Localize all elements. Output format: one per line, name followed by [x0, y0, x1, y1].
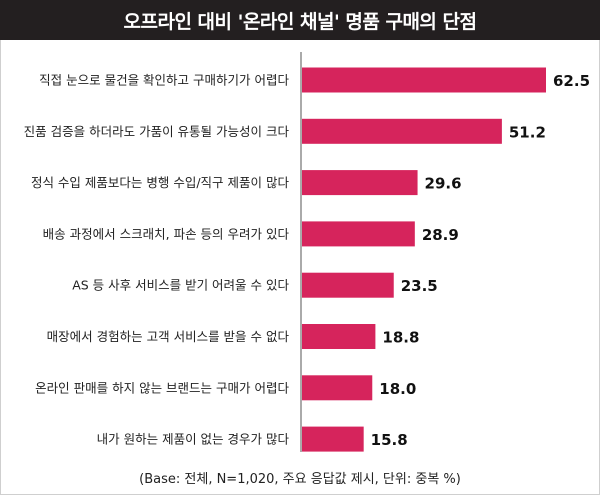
category-label: 온라인 판매를 하지 않는 브랜드는 구매가 어렵다 [35, 380, 289, 395]
chart-title: 오프라인 대비 '온라인 채널' 명품 구매의 단점 [0, 0, 600, 40]
value-label: 15.8 [371, 431, 408, 449]
value-label: 62.5 [553, 72, 590, 90]
category-label: AS 등 사후 서비스를 받기 어려울 수 있다 [72, 278, 289, 293]
bar [302, 426, 364, 452]
category-label: 진품 검증을 하더라도 가품이 유통될 가능성이 크다 [24, 124, 290, 139]
bar [302, 272, 394, 298]
bar [302, 118, 502, 144]
category-label: 정식 수입 제품보다는 병행 수입/직구 제품이 많다 [31, 175, 290, 190]
value-label: 28.9 [422, 226, 459, 244]
bar [302, 67, 546, 93]
bar [302, 170, 418, 196]
bars [302, 67, 546, 452]
bar [302, 375, 373, 401]
bar [302, 221, 415, 247]
value-labels: 62.5 51.2 29.6 28.9 23.5 18.8 18.0 15.8 [371, 72, 590, 449]
value-label: 18.0 [379, 380, 416, 398]
value-label: 18.8 [382, 329, 419, 347]
footnote: (Base: 전체, N=1,020, 주요 응답값 제시, 단위: 중복 %) [139, 472, 461, 487]
value-label: 29.6 [425, 175, 462, 193]
category-label: 배송 과정에서 스크래치, 파손 등의 우려가 있다 [43, 226, 290, 241]
category-label: 내가 원하는 제품이 없는 경우가 많다 [97, 432, 290, 447]
value-label: 23.5 [401, 277, 438, 295]
value-label: 51.2 [509, 123, 546, 141]
category-label: 매장에서 경험하는 고객 서비스를 받을 수 없다 [47, 329, 290, 344]
category-label: 직접 눈으로 물건을 확인하고 구매하기가 어렵다 [39, 73, 289, 88]
bar [302, 324, 376, 349]
